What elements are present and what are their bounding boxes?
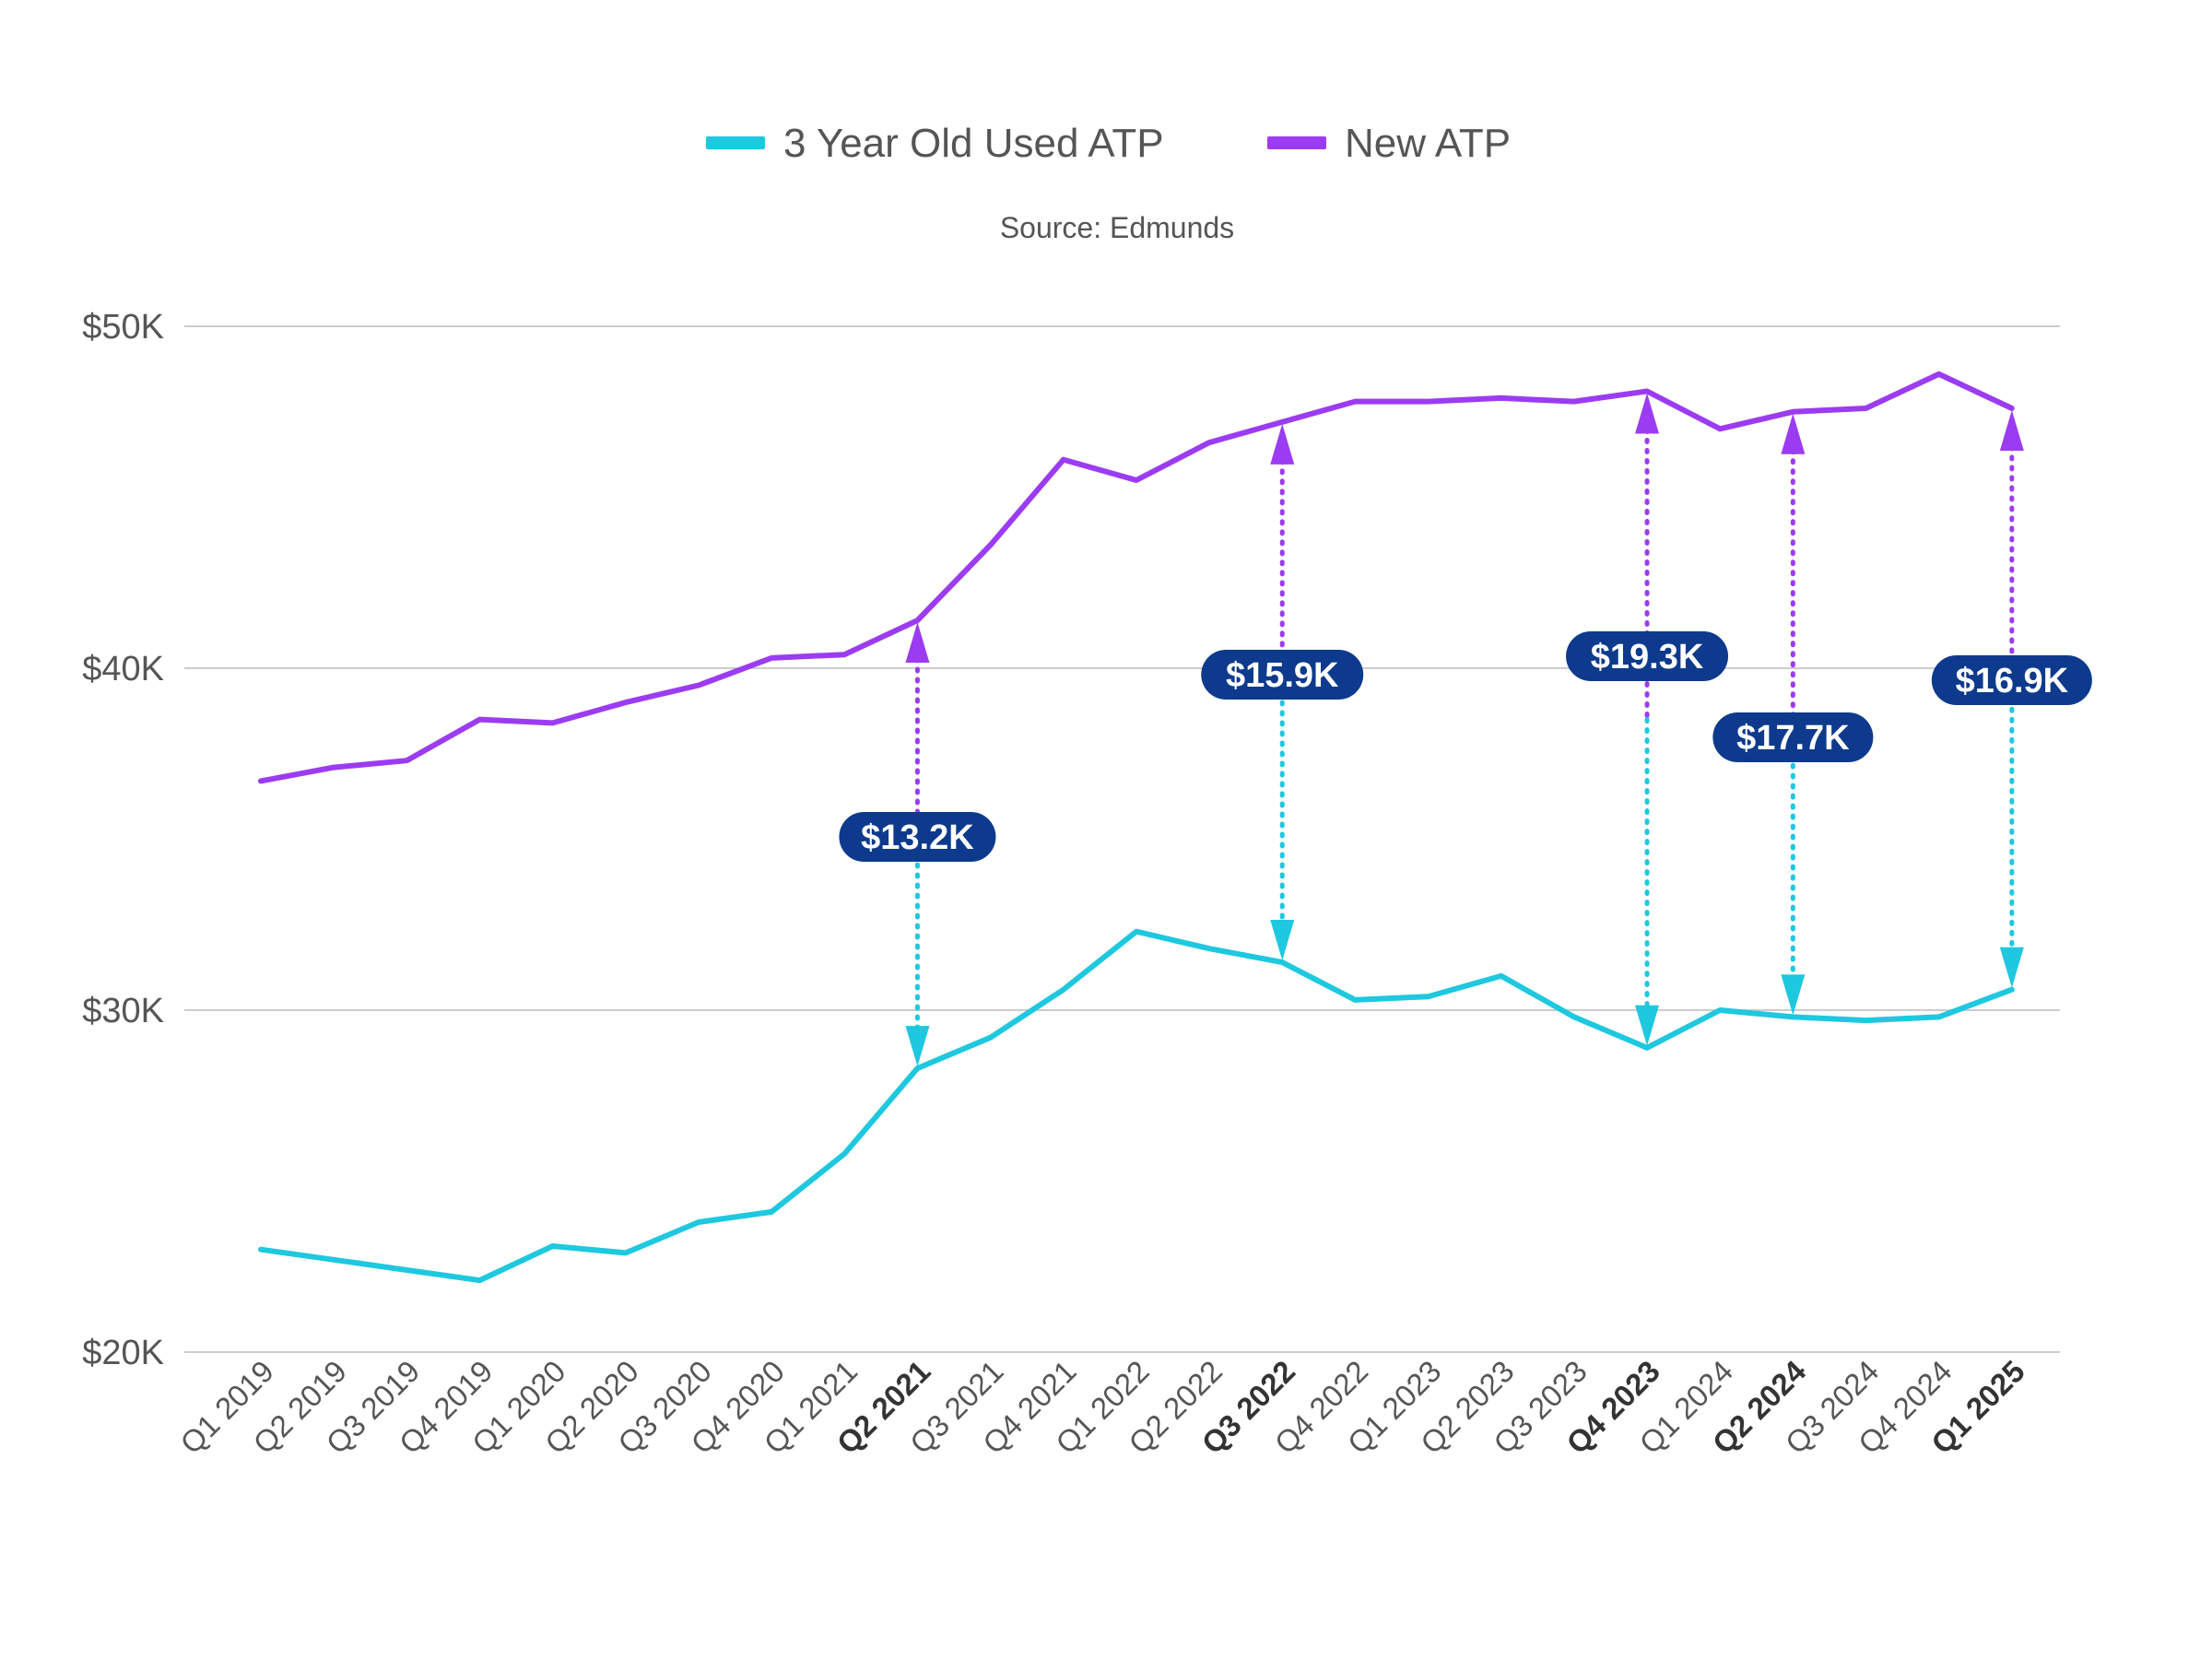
chart-subtitle: Source: Edmunds xyxy=(1000,211,1234,244)
series-line-used xyxy=(258,928,2015,1284)
legend-item-new[interactable]: New ATP xyxy=(1267,121,1511,166)
gap-label-pill xyxy=(1201,650,1364,700)
gap-arrow-up xyxy=(1635,393,1660,434)
gap-label-pill xyxy=(839,812,996,862)
legend-swatch-new xyxy=(1267,136,1326,149)
legend-label-used: 3 Year Old Used ATP xyxy=(783,121,1164,166)
gridlines xyxy=(184,325,2060,1353)
legend-swatch-used xyxy=(706,136,765,149)
y-axis-ticks: $20K $30K $40K $50K xyxy=(82,308,164,1372)
gap-label-pill xyxy=(1712,712,1874,762)
gap-label-text: $15.9K xyxy=(1226,656,1339,695)
gap-arrow-up xyxy=(1270,423,1295,465)
y-tick-label: $40K xyxy=(82,650,164,688)
gap-annotation: $15.9K xyxy=(1201,423,1364,961)
legend-label-new: New ATP xyxy=(1345,121,1511,166)
gap-annotation: $17.7K xyxy=(1712,413,1874,1016)
gap-arrow-down xyxy=(1781,974,1806,1016)
legend-item-used[interactable]: 3 Year Old Used ATP xyxy=(706,121,1164,166)
series-lines xyxy=(258,371,2015,1284)
gap-annotation: $16.9K xyxy=(1931,410,2092,988)
series-line-new xyxy=(258,371,2015,784)
gap-arrow-up xyxy=(905,622,930,664)
gap-label-text: $19.3K xyxy=(1591,638,1704,677)
y-tick-label: $20K xyxy=(82,1334,164,1372)
gap-label-text: $17.7K xyxy=(1736,719,1850,758)
legend: 3 Year Old Used ATP New ATP xyxy=(706,121,1511,166)
gap-annotations: $13.2K $15.9K $19.3K $17.7K $16.9K xyxy=(839,393,2092,1067)
gap-annotation: $13.2K xyxy=(839,622,996,1067)
gap-arrow-down xyxy=(1635,1005,1660,1046)
gap-arrow-up xyxy=(1781,413,1806,454)
gap-arrow-down xyxy=(1999,947,2024,988)
y-tick-label: $30K xyxy=(82,992,164,1030)
gap-label-text: $13.2K xyxy=(861,818,974,857)
y-tick-label: $50K xyxy=(82,308,164,347)
gap-arrow-down xyxy=(905,1026,930,1067)
gap-label-text: $16.9K xyxy=(1956,662,2069,700)
gap-arrow-down xyxy=(1270,920,1295,961)
gap-arrow-up xyxy=(1999,410,2024,452)
gap-label-pill xyxy=(1566,631,1729,681)
gap-label-pill xyxy=(1931,655,2092,705)
gap-annotation: $19.3K xyxy=(1566,393,1729,1046)
